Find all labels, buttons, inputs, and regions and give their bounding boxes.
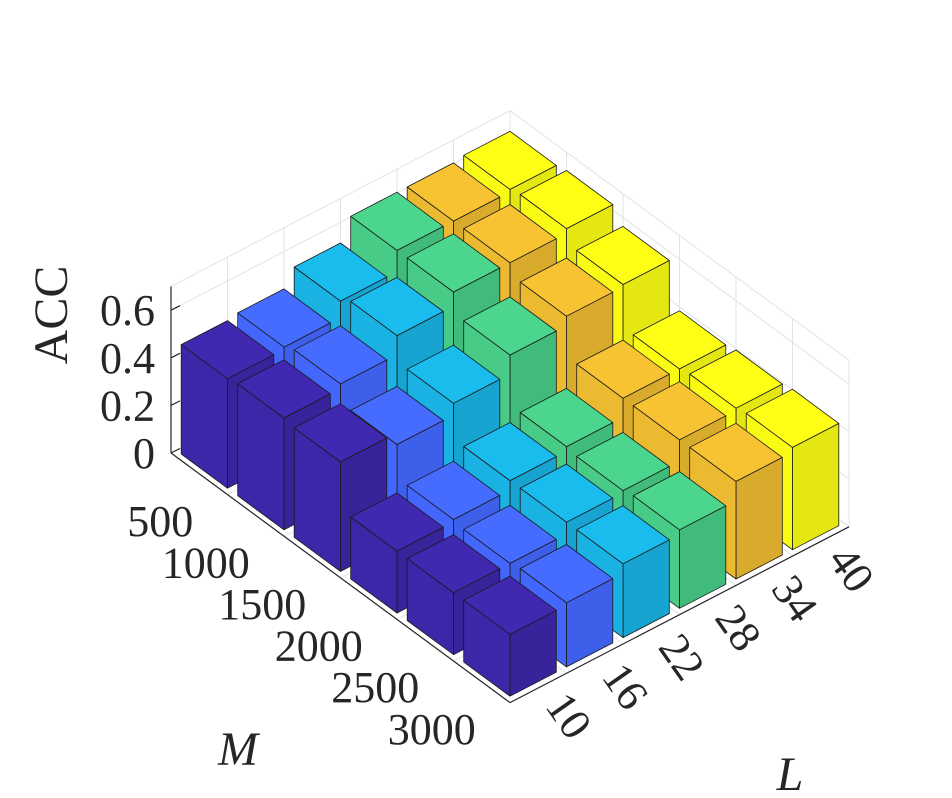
z-tick-mark — [170, 305, 181, 311]
y-axis-label: M — [217, 723, 261, 776]
x-tick-label: 40 — [819, 537, 884, 601]
y-tick-label: 2000 — [275, 622, 363, 671]
y-tick-label: 1000 — [162, 538, 250, 587]
z-tick-label: 0.4 — [100, 334, 155, 383]
bar-face — [463, 204, 557, 264]
bar-face — [632, 310, 727, 370]
bar-face — [293, 242, 388, 302]
bar-face — [576, 339, 670, 399]
bar-face — [293, 403, 388, 463]
bar-face — [237, 359, 331, 419]
x-axis-line — [509, 526, 850, 704]
x-tick-label: 22 — [649, 625, 714, 689]
bar-face — [689, 349, 783, 409]
bar — [463, 575, 557, 697]
bar-face — [519, 257, 614, 317]
bar-face — [406, 162, 501, 222]
bar-face — [463, 130, 557, 190]
x-tick-label: 10 — [536, 684, 601, 748]
bar-face — [237, 288, 331, 348]
x-tick-label: 34 — [762, 566, 827, 630]
bar-face — [745, 388, 840, 448]
bar-face — [350, 276, 444, 337]
bar-face — [180, 320, 275, 380]
bar-face — [350, 191, 444, 251]
y-tick-label: 2500 — [331, 663, 419, 712]
bar-face — [406, 534, 501, 594]
bar-face — [406, 344, 501, 404]
x-tick-label: 16 — [593, 654, 658, 718]
z-tick-label: 0.6 — [100, 286, 155, 335]
bar-face — [519, 170, 614, 230]
z-tick-mark — [170, 447, 181, 454]
z-tick-mark — [170, 352, 181, 359]
bar-face — [463, 422, 557, 482]
y-tick-label: 1500 — [218, 580, 306, 629]
z-tick-mark — [170, 400, 181, 406]
x-axis-label: L — [776, 748, 804, 798]
z-axis-label: ACC — [25, 266, 78, 365]
bar-face — [519, 463, 614, 523]
y-axis-line — [170, 452, 511, 704]
x-tick-label: 28 — [706, 596, 771, 660]
bar-face — [293, 325, 388, 385]
bar-face — [576, 225, 670, 285]
grid-line — [170, 110, 850, 361]
bar-face — [576, 431, 670, 492]
bar-face — [463, 296, 557, 356]
bar-face — [689, 422, 783, 482]
axis-lines — [170, 286, 850, 704]
bar — [293, 403, 388, 572]
y-tick-label: 500 — [127, 497, 193, 546]
bar-face — [632, 381, 727, 441]
bar-face — [350, 492, 444, 552]
bar-face — [519, 387, 614, 448]
bar-face — [632, 471, 727, 531]
bar-face — [406, 460, 501, 520]
bar-face — [519, 544, 614, 604]
bar-face — [350, 385, 444, 445]
y-tick-label: 3000 — [388, 705, 476, 754]
bars — [180, 130, 840, 697]
z-tick-label: 0 — [133, 429, 155, 478]
z-tick-label: 0.2 — [100, 381, 155, 430]
bar-face — [463, 504, 557, 564]
bar-face — [463, 575, 557, 635]
bar-face — [406, 233, 501, 293]
bar-face — [576, 505, 670, 565]
